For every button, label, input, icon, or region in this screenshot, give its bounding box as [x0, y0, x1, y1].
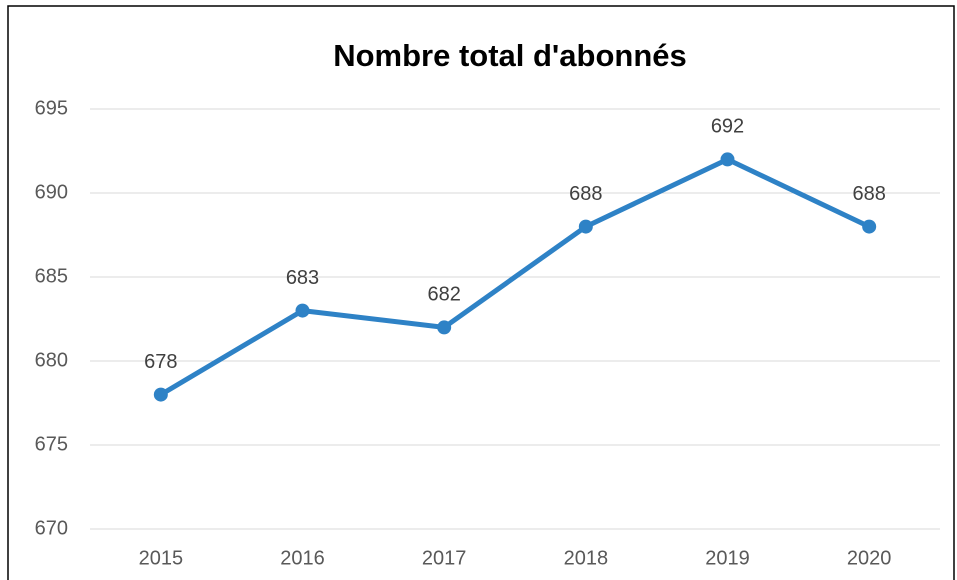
y-tick-label: 675 [35, 433, 68, 455]
data-label: 692 [711, 116, 744, 138]
point [295, 303, 310, 318]
x-tick-label: 2015 [139, 547, 184, 569]
x-tick-label: 2020 [847, 547, 892, 569]
x-tick-label: 2016 [280, 547, 325, 569]
data-label: 688 [569, 183, 602, 205]
line [159, 156, 871, 397]
data-label: 688 [852, 183, 885, 205]
point [437, 320, 452, 335]
y-tick-label: 695 [35, 97, 68, 119]
y-tick-label: 680 [35, 349, 68, 371]
data-label: 683 [286, 267, 319, 289]
y-tick-label: 670 [35, 517, 68, 539]
x-tick-label: 2018 [564, 547, 609, 569]
y-tick-label: 690 [35, 181, 68, 203]
point [720, 152, 735, 167]
point [578, 219, 593, 234]
x-tick-label: 2019 [705, 547, 750, 569]
data-label: 678 [144, 351, 177, 373]
point [153, 387, 168, 402]
x-tick-label: 2017 [422, 547, 467, 569]
y-tick-label: 685 [35, 265, 68, 287]
chart-border [7, 5, 955, 580]
chart-title: Nombre total d'abonnés [333, 38, 687, 73]
point [862, 219, 877, 234]
data-label: 682 [427, 284, 460, 306]
